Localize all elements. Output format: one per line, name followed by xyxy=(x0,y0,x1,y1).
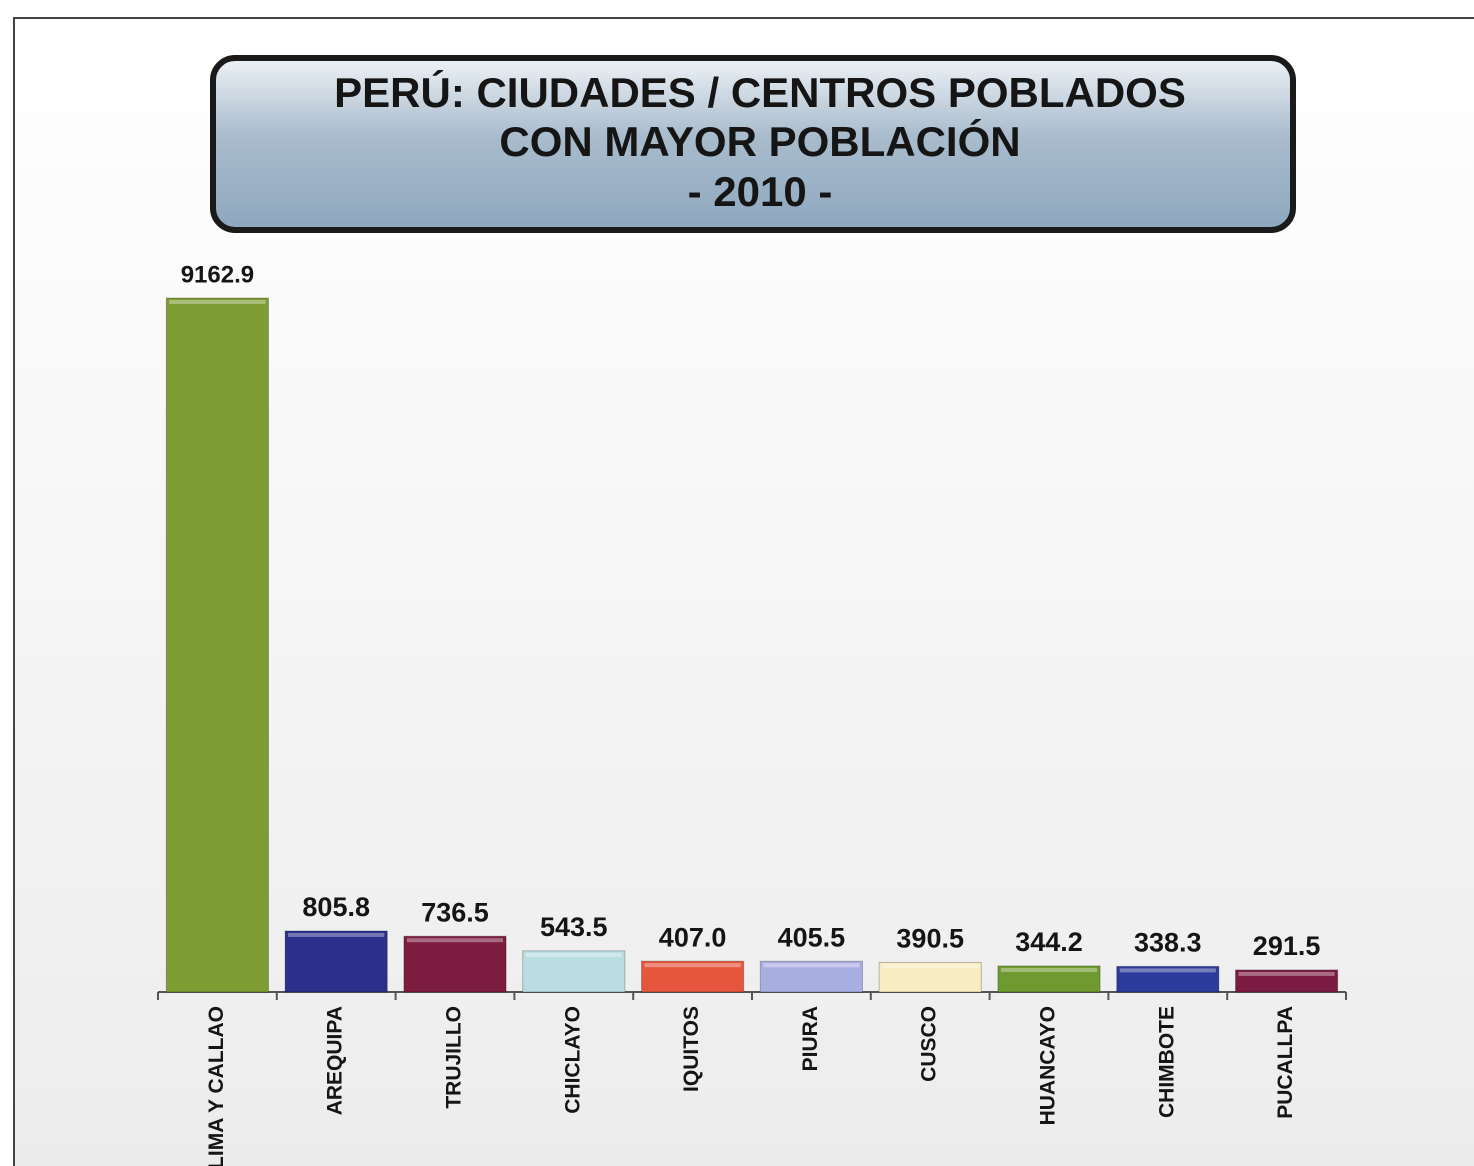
bar xyxy=(1235,969,1339,993)
bar-highlight xyxy=(1119,968,1216,973)
chart-title: - 2010 - xyxy=(688,168,833,215)
x-tick-label: PIURA xyxy=(799,1006,822,1071)
x-tick-label: TRUJILLO xyxy=(443,1006,466,1109)
value-label: 344.2 xyxy=(1015,927,1083,957)
x-tick-label: HUANCAYO xyxy=(1037,1006,1060,1125)
x-tick-label: CUSCO xyxy=(918,1006,941,1082)
bar-highlight xyxy=(882,964,979,969)
value-label: 736.5 xyxy=(421,897,489,927)
value-label: 338.3 xyxy=(1134,928,1202,958)
bar-highlight xyxy=(525,952,622,957)
value-label: 390.5 xyxy=(896,924,964,954)
bar-highlight xyxy=(763,963,860,968)
chart-title: PERÚ: CIUDADES / CENTROS POBLADOS xyxy=(334,68,1186,116)
bar xyxy=(522,950,626,993)
x-tick-label: AREQUIPA xyxy=(324,1006,347,1115)
x-tick-label: LIMA Y CALLAO xyxy=(205,1006,228,1166)
value-label: 405.5 xyxy=(778,922,846,952)
value-label: 805.8 xyxy=(302,892,370,922)
bar-highlight xyxy=(169,300,266,304)
bar xyxy=(403,935,507,993)
bar xyxy=(759,960,863,993)
x-tick-label: PUCALLPA xyxy=(1274,1006,1297,1119)
x-tick-label: CHIMBOTE xyxy=(1155,1006,1178,1118)
bar xyxy=(997,965,1101,993)
value-label: 291.5 xyxy=(1253,931,1321,961)
value-label: 9162.9 xyxy=(181,261,254,288)
x-tick-label: CHICLAYO xyxy=(561,1006,584,1114)
bar xyxy=(165,297,269,993)
bar-highlight xyxy=(406,938,504,943)
bar-highlight xyxy=(1000,967,1098,972)
bar-highlight xyxy=(1238,971,1335,976)
title-box xyxy=(210,55,1296,233)
x-tick-label: IQUITOS xyxy=(680,1006,703,1092)
bar xyxy=(878,961,982,993)
bar-highlight xyxy=(288,932,385,937)
bar xyxy=(1116,965,1220,993)
bar-highlight xyxy=(644,963,741,968)
chart-title: CON MAYOR POBLACIÓN xyxy=(499,117,1020,165)
value-label: 407.0 xyxy=(659,922,727,952)
value-label: 543.5 xyxy=(540,912,608,942)
bar xyxy=(641,960,745,993)
bar xyxy=(284,930,388,993)
